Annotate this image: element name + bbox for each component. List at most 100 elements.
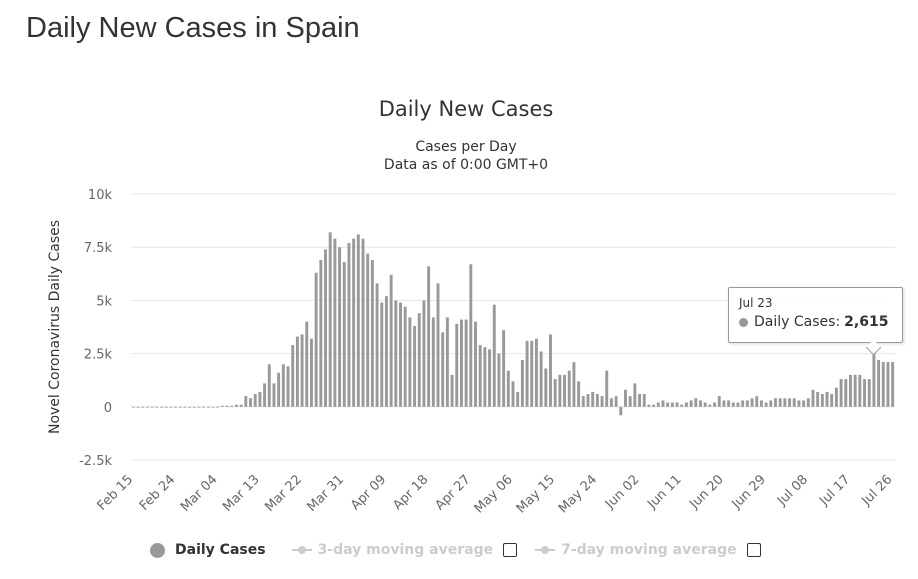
bar[interactable] (609, 398, 613, 407)
bar[interactable] (858, 374, 862, 407)
bar[interactable] (216, 406, 220, 408)
bar[interactable] (267, 364, 271, 407)
bar[interactable] (722, 400, 726, 407)
bar[interactable] (764, 402, 768, 407)
bar[interactable] (328, 232, 332, 407)
bar[interactable] (731, 402, 735, 407)
bar[interactable] (806, 398, 810, 407)
bar[interactable] (244, 396, 248, 407)
bar[interactable] (178, 406, 182, 408)
bar[interactable] (370, 259, 374, 407)
bar[interactable] (792, 398, 796, 407)
bar[interactable] (220, 405, 224, 407)
bar[interactable] (506, 370, 510, 407)
bar[interactable] (384, 296, 388, 407)
bar[interactable] (549, 334, 552, 407)
bar[interactable] (399, 302, 402, 407)
legend-item-7day-average[interactable]: 7-day moving average (535, 542, 761, 558)
bar[interactable] (188, 406, 192, 408)
bar[interactable] (614, 396, 618, 407)
bar[interactable] (684, 402, 688, 407)
bar[interactable] (408, 317, 412, 407)
bar[interactable] (680, 404, 684, 407)
bar[interactable] (197, 406, 201, 408)
bar[interactable] (741, 400, 745, 407)
bar[interactable] (525, 340, 529, 407)
bar[interactable] (886, 362, 890, 407)
bar[interactable] (286, 366, 290, 407)
bar[interactable] (624, 389, 627, 407)
bar[interactable] (769, 400, 773, 407)
7day-average-checkbox[interactable] (746, 543, 761, 557)
bar[interactable] (797, 400, 801, 407)
bar[interactable] (595, 394, 599, 407)
bar[interactable] (520, 359, 524, 407)
bar[interactable] (474, 321, 477, 407)
bar[interactable] (310, 338, 313, 407)
bar[interactable] (488, 349, 492, 407)
bar[interactable] (141, 406, 145, 408)
bar[interactable] (431, 317, 435, 407)
bar[interactable] (394, 300, 398, 407)
bar[interactable] (225, 405, 229, 407)
bar[interactable] (516, 391, 520, 407)
bar[interactable] (638, 394, 642, 407)
bar[interactable] (319, 259, 323, 407)
bar[interactable] (544, 368, 548, 407)
bar[interactable] (366, 253, 370, 407)
bar[interactable] (211, 406, 215, 408)
bar[interactable] (314, 272, 318, 407)
bar[interactable] (469, 264, 473, 407)
bar[interactable] (174, 406, 177, 408)
bar[interactable] (558, 374, 562, 407)
bar[interactable] (441, 332, 445, 407)
bar[interactable] (811, 389, 815, 407)
bar[interactable] (661, 400, 665, 407)
bar[interactable] (703, 402, 707, 407)
bar[interactable] (619, 406, 623, 416)
bar[interactable] (361, 238, 365, 407)
bar[interactable] (342, 262, 346, 407)
bar[interactable] (713, 402, 716, 407)
bar[interactable] (666, 402, 670, 407)
bar[interactable] (389, 274, 393, 407)
bar[interactable] (563, 374, 567, 407)
bar[interactable] (708, 404, 712, 407)
bar[interactable] (844, 379, 848, 407)
bar[interactable] (352, 238, 356, 407)
bar[interactable] (750, 398, 754, 407)
bar[interactable] (145, 406, 149, 408)
bar[interactable] (656, 402, 660, 407)
bar[interactable] (581, 396, 585, 407)
bar[interactable] (131, 406, 135, 408)
bar[interactable] (774, 398, 777, 407)
bar[interactable] (403, 306, 407, 407)
bar[interactable] (464, 319, 468, 407)
bar[interactable] (717, 396, 721, 407)
bar[interactable] (136, 406, 140, 408)
bar[interactable] (333, 238, 337, 407)
bar[interactable] (445, 317, 449, 407)
bar[interactable] (427, 266, 431, 407)
bar[interactable] (272, 383, 276, 407)
bar[interactable] (295, 336, 299, 407)
bar[interactable] (380, 302, 384, 407)
bar[interactable] (300, 334, 304, 407)
bar[interactable] (867, 379, 871, 407)
bar[interactable] (235, 404, 238, 407)
bar[interactable] (253, 394, 257, 407)
bar[interactable] (483, 347, 487, 407)
bar[interactable] (239, 404, 243, 407)
bar[interactable] (160, 406, 163, 408)
bar[interactable] (281, 364, 285, 407)
bar[interactable] (572, 362, 576, 407)
bar[interactable] (347, 242, 351, 407)
bar[interactable] (820, 394, 824, 407)
bar[interactable] (155, 406, 159, 408)
bar[interactable] (600, 396, 604, 407)
bar[interactable] (877, 359, 881, 407)
bar[interactable] (375, 283, 379, 407)
bar[interactable] (511, 381, 515, 407)
bar[interactable] (802, 400, 806, 407)
bar[interactable] (258, 391, 262, 407)
